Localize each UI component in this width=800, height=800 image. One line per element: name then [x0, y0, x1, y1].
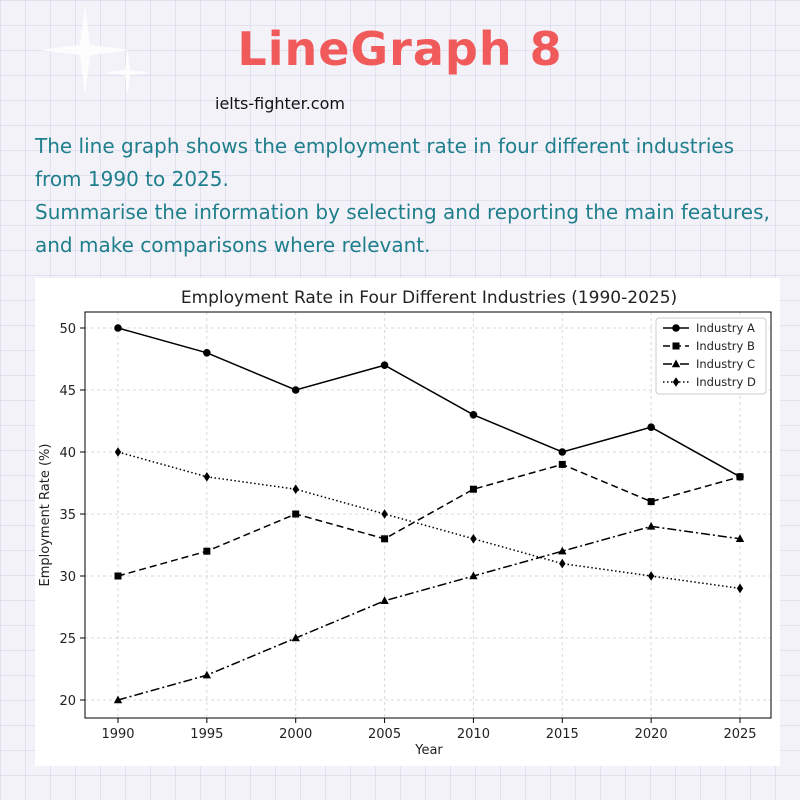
- x-tick-label: 2010: [457, 727, 490, 742]
- task-line-1: The line graph shows the employment rate…: [35, 134, 735, 191]
- legend-marker: [672, 342, 680, 350]
- y-tick-label: 45: [59, 384, 76, 399]
- data-point: [736, 473, 744, 481]
- plot-frame: [84, 311, 772, 719]
- data-point: [113, 695, 123, 704]
- data-point: [736, 583, 744, 594]
- data-point: [558, 448, 567, 456]
- series-line-industry-d: [117, 451, 741, 590]
- series-line-industry-c: [117, 525, 741, 701]
- data-point: [559, 558, 566, 569]
- data-point: [470, 534, 477, 544]
- task-line-2: Summarise the information by selecting a…: [35, 200, 770, 257]
- series-line-industry-a: [117, 327, 741, 478]
- data-point: [114, 572, 122, 580]
- data-point: [291, 633, 300, 642]
- data-point: [647, 571, 655, 581]
- data-point: [291, 386, 300, 394]
- series-industry-d: [114, 447, 744, 594]
- legend-box: [655, 317, 767, 395]
- y-tick-label: 20: [59, 694, 76, 709]
- x-tick-label: 1995: [190, 727, 223, 742]
- x-tick-label: 2000: [279, 727, 312, 742]
- legend-marker: [672, 377, 680, 387]
- data-point: [114, 324, 122, 332]
- data-point: [381, 509, 388, 519]
- legend-entry: Industry A: [663, 321, 755, 335]
- x-tick-label: 2025: [723, 727, 756, 742]
- x-tick-label: 1990: [101, 727, 134, 742]
- data-point: [202, 670, 212, 679]
- data-point: [380, 596, 389, 604]
- y-tick-label: 25: [59, 632, 76, 647]
- data-point: [381, 535, 389, 543]
- y-tick-label: 40: [59, 446, 76, 461]
- x-tick-label: 2020: [635, 727, 668, 742]
- data-point: [469, 571, 478, 580]
- data-point: [558, 460, 566, 468]
- series-industry-a: [114, 324, 744, 481]
- data-point: [647, 423, 655, 431]
- chart-card: Employment Rate in Four Different Indust…: [35, 278, 780, 766]
- series-industry-c: [113, 521, 745, 704]
- chart-title: Employment Rate in Four Different Indust…: [181, 288, 677, 308]
- legend-marker: [672, 324, 680, 332]
- website-label: ielts-fighter.com: [215, 94, 345, 113]
- legend-entry: Industry C: [663, 357, 755, 371]
- sparkle-icon: [40, 5, 130, 95]
- data-point: [292, 510, 300, 518]
- data-point: [292, 484, 299, 494]
- series-line-industry-b: [117, 463, 741, 577]
- sparkle-icon: [105, 50, 150, 95]
- legend-label: Industry B: [696, 339, 755, 353]
- page-title: LineGraph 8: [237, 22, 563, 76]
- line-chart: Employment Rate in Four Different Indust…: [38, 288, 772, 758]
- data-point: [114, 447, 122, 457]
- legend-label: Industry A: [696, 321, 755, 335]
- x-tick-label: 2005: [368, 727, 401, 742]
- data-point: [647, 498, 655, 506]
- series-industry-b: [114, 460, 744, 580]
- legend-marker: [671, 359, 681, 368]
- y-tick-label: 35: [59, 508, 76, 523]
- legend-entry: Industry B: [663, 339, 755, 353]
- data-point: [380, 361, 389, 369]
- legend: Industry A Industry B Industry C Industry D: [655, 317, 767, 395]
- data-point: [469, 411, 478, 419]
- data-point: [469, 485, 477, 493]
- task-prompt: The line graph shows the employment rate…: [35, 130, 785, 262]
- data-point: [203, 349, 211, 357]
- x-tick-label: 2015: [546, 727, 579, 742]
- legend-label: Industry D: [696, 375, 756, 389]
- y-tick-label: 50: [59, 322, 76, 337]
- data-point: [646, 521, 656, 530]
- data-point: [203, 547, 211, 555]
- legend-label: Industry C: [696, 357, 755, 371]
- y-tick-label: 30: [59, 570, 76, 585]
- y-axis-label: Employment Rate (%): [38, 444, 53, 587]
- legend-entry: Industry D: [663, 375, 756, 389]
- x-axis-label: Year: [414, 743, 443, 758]
- data-point: [203, 472, 211, 482]
- data-point: [558, 546, 567, 555]
- data-point: [735, 534, 745, 542]
